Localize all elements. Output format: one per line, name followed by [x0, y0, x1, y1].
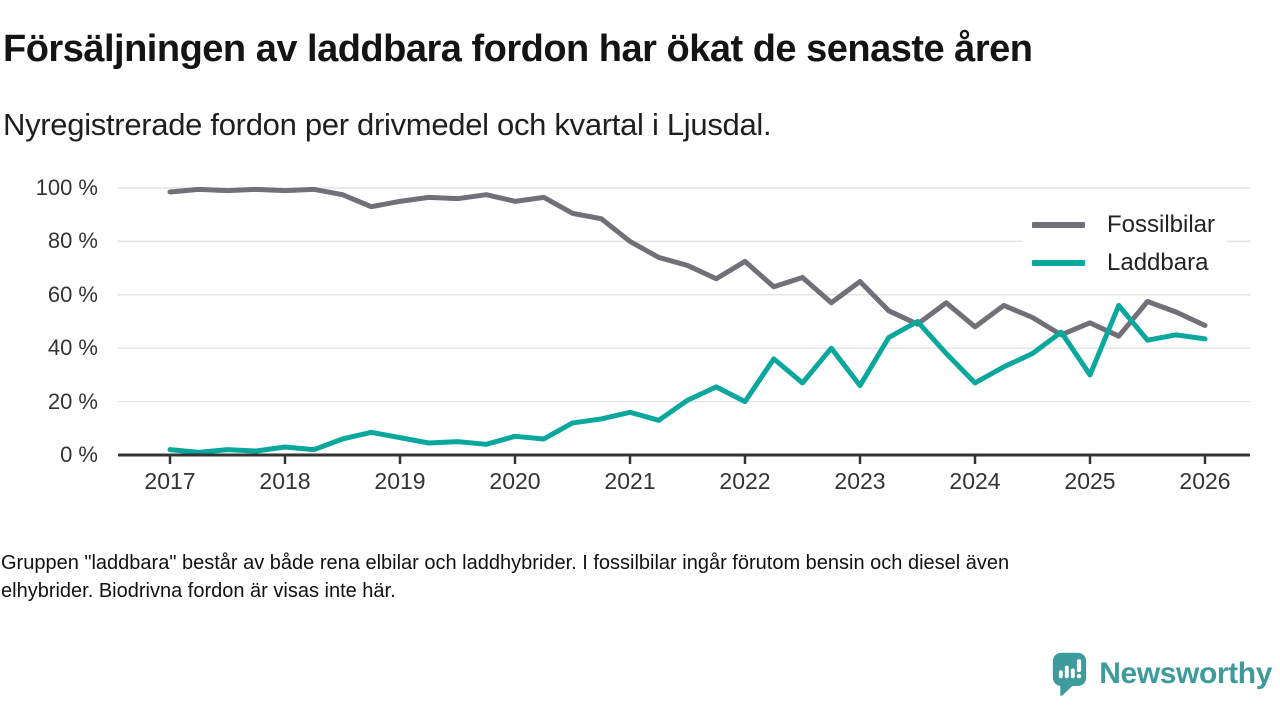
legend: Fossilbilar Laddbara [1022, 204, 1228, 284]
y-tick-label: 40 % [47, 335, 98, 361]
footnote: Gruppen "laddbara" består av både rena e… [1, 549, 1251, 605]
x-tick-label: 2019 [374, 468, 426, 494]
y-tick-label: 80 % [47, 228, 98, 254]
y-tick-label: 20 % [47, 388, 98, 414]
x-tick-label: 2022 [719, 468, 771, 494]
legend-label-laddbara: Laddbara [1107, 249, 1209, 276]
branding-wordmark: Newsworthy [1099, 657, 1272, 690]
x-tick-label: 2020 [489, 468, 541, 494]
legend-item-fossilbilar: Fossilbilar [1032, 206, 1215, 244]
footnote-line-1: Gruppen "laddbara" består av både rena e… [1, 552, 1010, 574]
y-tick-label: 60 % [47, 281, 98, 307]
x-tick-label: 2024 [949, 468, 1001, 494]
x-tick-label: 2025 [1064, 468, 1116, 494]
x-tick-label: 2017 [144, 468, 196, 494]
x-tick-label: 2021 [604, 468, 656, 494]
chart-title: Försäljningen av laddbara fordon har öka… [3, 28, 1033, 70]
x-tick-label: 2023 [834, 468, 886, 494]
footnote-line-2: elhybrider. Biodrivna fordon är visas in… [1, 580, 396, 602]
legend-item-laddbara: Laddbara [1032, 244, 1215, 282]
laddbara-line-swatch-icon [1032, 260, 1085, 266]
legend-label-fossilbilar: Fossilbilar [1107, 211, 1216, 238]
x-tick-label: 2026 [1179, 468, 1231, 494]
y-tick-label: 0 % [60, 442, 98, 467]
x-tick-label: 2018 [259, 468, 311, 494]
y-tick-label: 100 % [35, 175, 98, 200]
chart-subtitle: Nyregistrerade fordon per drivmedel och … [3, 107, 772, 142]
branding: Newsworthy [1051, 650, 1272, 698]
newsworthy-speech-bubble-chart-icon [1053, 652, 1087, 696]
fossilbilar-line-swatch-icon [1032, 222, 1085, 228]
